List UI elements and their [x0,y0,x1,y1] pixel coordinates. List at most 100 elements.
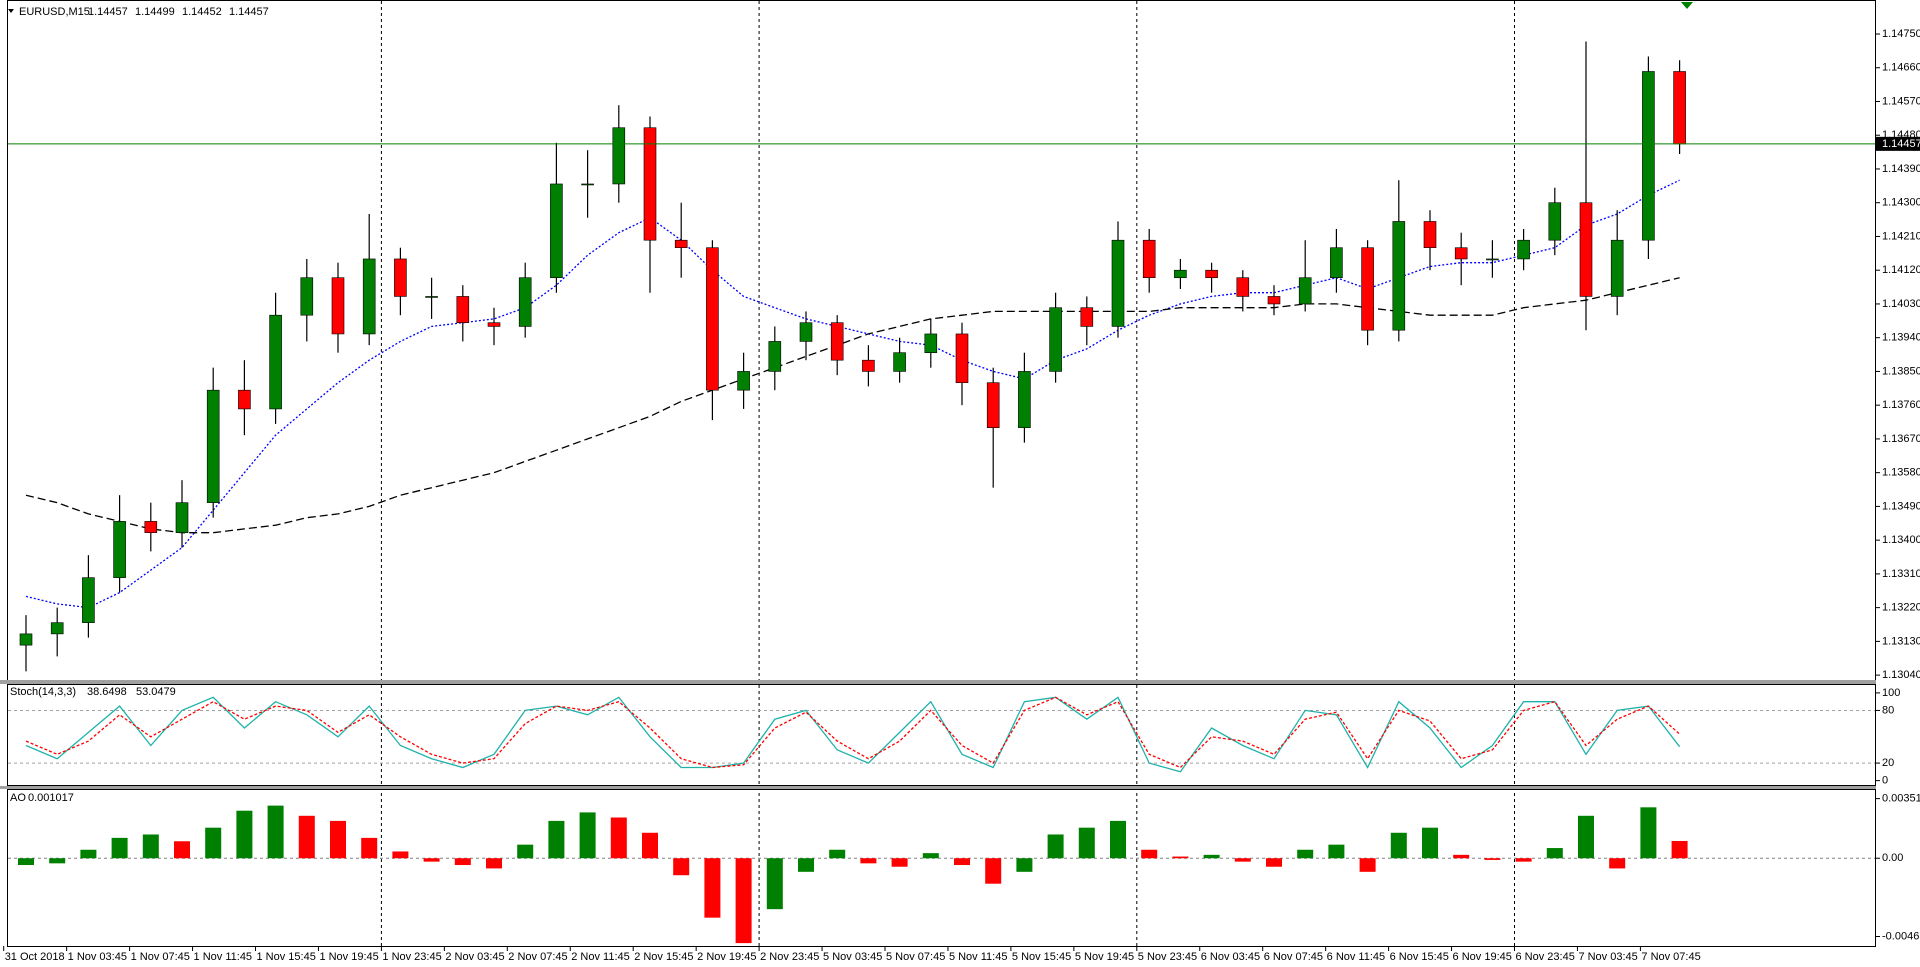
x-tick-label: 7 Nov 03:45 [1578,951,1637,963]
ao-bar [642,832,658,859]
candle-body [1579,202,1593,297]
stoch-title: Stoch(14,3,3) [10,686,76,698]
ao-bar [1016,858,1033,872]
panel-splitter [0,786,1876,789]
ao-bar [1578,815,1594,859]
ao-bar [1359,858,1376,872]
candle-body [550,183,563,278]
y-tick-label: 80 [1882,704,1894,716]
y-tick-label: 100 [1882,687,1900,699]
candle-body [206,389,220,503]
ao-bar [517,844,534,859]
y-tick-label: 1.13760 [1882,399,1920,411]
y-tick-label: 1.13580 [1882,467,1920,479]
candle-body [830,322,844,361]
x-tick-label: 2 Nov 11:45 [571,951,630,963]
ao-bar [954,858,970,866]
y-tick-label: -0.004611 [1882,930,1920,942]
candle-body [1454,247,1468,260]
ao-bar [548,820,565,859]
y-tick-label: 1.13040 [1882,669,1920,681]
x-tick-label: 1 Nov 07:45 [131,951,190,963]
ao-bar [298,815,315,859]
x-tick-label: 5 Nov 23:45 [1138,951,1197,963]
chart-layer: 1.147501.146601.145701.144801.143901.143… [3,1,1920,963]
x-tick-label: 2 Nov 23:45 [760,951,819,963]
candle-body [1298,277,1312,305]
header-low: 1.14452 [182,6,222,18]
candle-body [1673,71,1686,145]
candle-body [518,277,532,327]
ao-bar [1141,849,1158,859]
x-tick-label: 2 Nov 19:45 [697,951,756,963]
ao-bar [891,858,908,867]
ao-bar [392,851,409,859]
x-tick-label: 6 Nov 03:45 [1201,951,1260,963]
ao-bar [18,858,34,866]
ao-bar [1203,854,1220,859]
ao-frame [7,789,1876,947]
x-tick-label: 1 Nov 19:45 [319,951,378,963]
ao-bar [673,858,690,876]
candle-body [674,239,688,249]
stoch-main-value: 38.6498 [87,686,127,698]
x-tick-label: 1 Nov 11:45 [194,951,253,963]
ao-bar [1453,854,1470,859]
ao-bar [49,858,66,864]
y-tick-label: 0 [1882,775,1888,787]
ao-bar [1110,820,1126,859]
x-tick-label: 6 Nov 11:45 [1327,951,1386,963]
y-tick-label: 1.14660 [1882,62,1920,74]
y-tick-label: 1.13130 [1882,635,1920,647]
candle-body [1111,239,1125,327]
candle-body [643,127,657,241]
oscillator-line [25,696,1681,773]
y-tick-label: 1.13400 [1882,534,1920,546]
ao-bar [985,858,1002,884]
ao-bar [860,858,877,864]
candle-body [1610,239,1624,297]
candle-body [1361,247,1374,331]
ao-bar [330,820,346,859]
candle-body [300,277,314,316]
ao-bar [1640,807,1657,859]
candle-body [1330,247,1343,278]
x-tick-label: 7 Nov 07:45 [1641,951,1700,963]
candle-body [737,371,750,391]
candle-body [82,577,95,623]
y-tick-label: 1.14210 [1882,230,1920,242]
ao-bar [1047,834,1064,859]
ao-bar [1297,849,1314,859]
header-high: 1.14499 [135,6,175,18]
ao-bar [361,837,378,859]
ao-bar [111,837,128,859]
ao-bar [798,858,814,872]
ao-title: AO [10,792,26,804]
y-tick-label: 1.14120 [1882,264,1920,276]
header-close: 1.14457 [229,6,269,18]
x-tick-label: 5 Nov 11:45 [949,951,1008,963]
candle-body [175,502,189,533]
price-tag-label: 1.14457 [1882,138,1920,150]
ao-bar [1328,844,1345,859]
candle-body [986,382,1000,428]
y-tick-label: 0.003512 [1882,793,1920,805]
ao-bar [1484,858,1501,860]
x-tick-label: 31 Oct 2018 [5,951,65,963]
x-tick-label: 6 Nov 23:45 [1516,951,1575,963]
candle-body [1392,221,1406,331]
ao-bar [1390,832,1407,859]
x-tick-label: 5 Nov 19:45 [1075,951,1134,963]
candle-body [581,183,594,186]
candle-body [1517,239,1530,260]
ao-value: 0.001017 [28,792,74,804]
candle-body [1080,307,1094,327]
x-tick-label: 1 Nov 03:45 [68,951,127,963]
ao-bar [1609,858,1626,869]
ao-bar [1546,848,1563,859]
trade-marker [1681,2,1693,9]
candle-body [113,521,126,578]
ao-bar [1078,827,1095,859]
